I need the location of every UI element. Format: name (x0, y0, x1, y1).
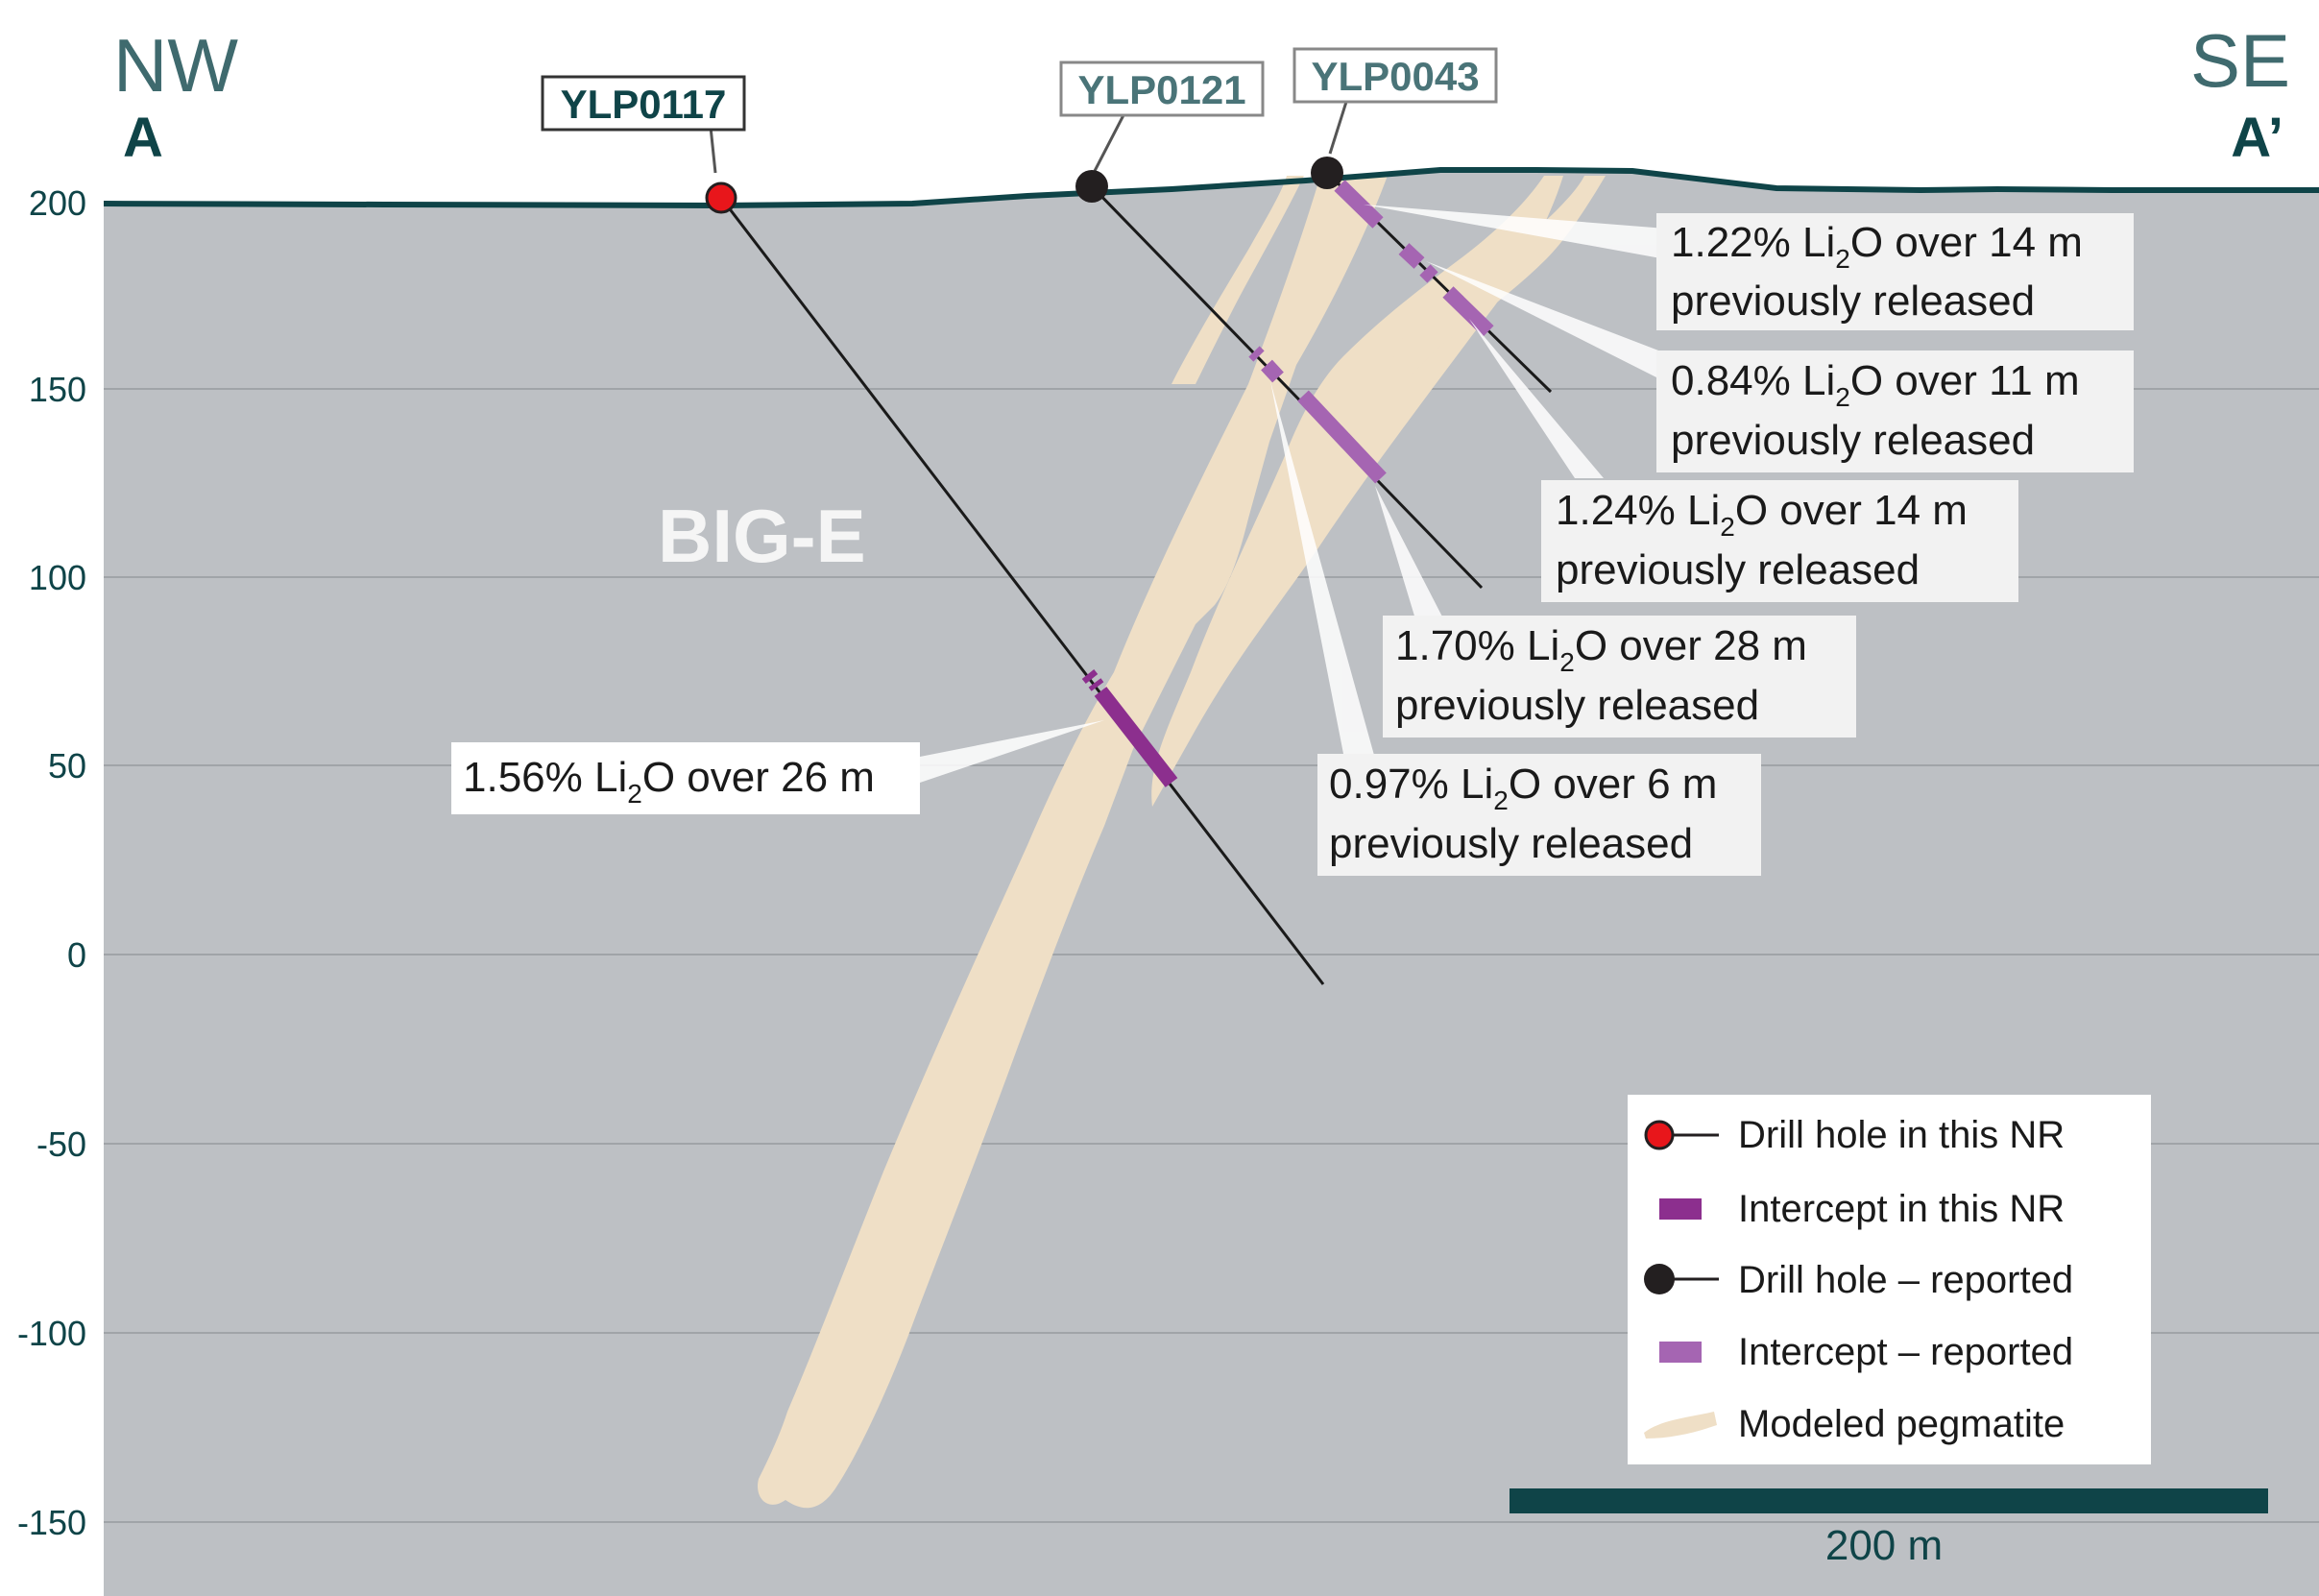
legend-light-intercept-icon (1659, 1342, 1702, 1363)
callout-box-1-22 (1656, 213, 2134, 330)
callout-boxes (451, 213, 2134, 876)
elevation-tick-minus-50: -50 (36, 1124, 86, 1164)
collar-ylp0121 (1075, 170, 1108, 203)
intercept-ylp0043-top (1334, 180, 1384, 229)
elevation-tick-minus-100: -100 (17, 1314, 86, 1353)
legend-label-modeled-pegmatite: Modeled pegmatite (1738, 1403, 2065, 1445)
right-marker-label: A’ (2231, 107, 2283, 169)
legend-red-hole-icon (1644, 1120, 1675, 1150)
intercept-ylp0043-middle (1398, 243, 1425, 269)
callout-texts: 1.22% Li2O over 14 m previously released… (463, 219, 2083, 867)
hole-label-box-ylp0043 (1292, 47, 1498, 104)
elevation-axis: 200 150 100 50 0 -50 -100 -150 (17, 183, 86, 1542)
callout-1-22-line1: 1.22% Li2O over 14 m (1671, 219, 2083, 274)
callout-0-84-line2: previously released (1671, 417, 2035, 464)
callout-box-1-70 (1383, 616, 1856, 738)
legend-label-drill-hole-reported: Drill hole – reported (1738, 1259, 2073, 1301)
modeled-pegmatite (758, 176, 1606, 1509)
hole-label-ylp0043: YLP0043 (1311, 54, 1479, 99)
collar-ylp0043 (1311, 157, 1343, 189)
wedge-0-97 (1270, 381, 1375, 759)
elevation-tick-minus-150: -150 (17, 1503, 86, 1542)
legend-dark-intercept-icon (1659, 1198, 1702, 1220)
wedge-1-56 (920, 720, 1104, 783)
callout-box-1-56 (451, 742, 920, 814)
leader-ylp0117 (709, 126, 717, 174)
wedge-1-70 (1375, 486, 1445, 622)
elevation-tick-100: 100 (29, 558, 86, 597)
callout-box-1-24 (1541, 480, 2018, 602)
hole-id-labels: YLP0117 YLP0121 YLP0043 (541, 47, 1498, 132)
leader-ylp0121 (1093, 114, 1125, 172)
intercept-ylp0117-minor-1 (1081, 669, 1099, 684)
wedge-1-22 (1364, 205, 1666, 259)
legend-pegmatite-icon (1644, 1412, 1717, 1439)
left-marker-label: A (123, 107, 163, 169)
elevation-tick-0: 0 (67, 935, 86, 975)
collar-ylp0117 (705, 181, 737, 214)
hole-label-box-ylp0117 (541, 75, 746, 132)
leader-ylp0043 (1328, 101, 1348, 155)
legend-black-hole-icon (1644, 1264, 1675, 1294)
pegmatite-hanging-wall-lens (1172, 176, 1304, 384)
callout-1-70-line1: 1.70% Li2O over 28 m (1395, 622, 1807, 677)
elevation-tick-150: 150 (29, 370, 86, 409)
callout-1-24-line2: previously released (1556, 546, 1920, 593)
callout-1-22-line2: previously released (1671, 278, 2035, 325)
drill-collars (705, 157, 1343, 214)
elevation-tick-50: 50 (48, 746, 86, 786)
callout-0-97-line2: previously released (1329, 820, 1693, 867)
pegmatite-middle-branch (1151, 176, 1563, 807)
callout-0-84-line1: 0.84% Li2O over 11 m (1671, 357, 2080, 412)
hole-label-ylp0121: YLP0121 (1077, 67, 1245, 112)
scale-bar (1510, 1488, 2268, 1513)
elevation-tick-200: 200 (29, 183, 86, 223)
callout-box-0-84 (1656, 351, 2134, 472)
right-direction-label: SE (2190, 18, 2290, 103)
legend-label-intercept-reported: Intercept – reported (1738, 1331, 2073, 1373)
scale-bar-label: 200 m (1825, 1522, 1943, 1569)
callout-0-97-line1: 0.97% Li2O over 6 m (1329, 761, 1717, 815)
intercept-ylp0043-small (1419, 264, 1438, 283)
wedge-0-84 (1426, 261, 1666, 382)
deposit-body-label: BIG-E (658, 494, 866, 578)
hole-label-ylp0117: YLP0117 (561, 82, 727, 127)
pegmatite-main-body (758, 176, 1388, 1509)
legend-label-intercept-nr: Intercept in this NR (1738, 1188, 2065, 1230)
legend-label-drill-hole-nr: Drill hole in this NR (1738, 1114, 2065, 1156)
callout-wedges (920, 205, 1666, 783)
callout-1-24-line1: 1.24% Li2O over 14 m (1556, 487, 1968, 542)
hole-label-box-ylp0121 (1059, 60, 1265, 117)
callout-1-70-line2: previously released (1395, 682, 1759, 729)
intercept-ylp0121-middle (1261, 359, 1284, 383)
callout-box-0-97 (1317, 754, 1761, 876)
intercept-ylp0121-upper (1248, 346, 1265, 362)
trace-ylp0117 (719, 197, 1325, 985)
intercept-ylp0117-minor-2 (1088, 678, 1104, 691)
wedge-1-24 (1469, 319, 1604, 478)
trace-ylp0121 (1090, 184, 1484, 590)
intercept-ylp0043-lower (1442, 286, 1494, 337)
legend: Drill hole in this NR Intercept in this … (1628, 1095, 2151, 1464)
callout-1-56-line1: 1.56% Li2O over 26 m (463, 754, 875, 809)
topographic-surface-line (103, 167, 2319, 209)
intercept-segments (1081, 180, 1494, 787)
intercept-ylp0117-main (1094, 687, 1178, 787)
intercept-ylp0121-main (1297, 390, 1387, 484)
collar-leaders (709, 101, 1348, 174)
left-direction-label: NW (113, 23, 238, 108)
